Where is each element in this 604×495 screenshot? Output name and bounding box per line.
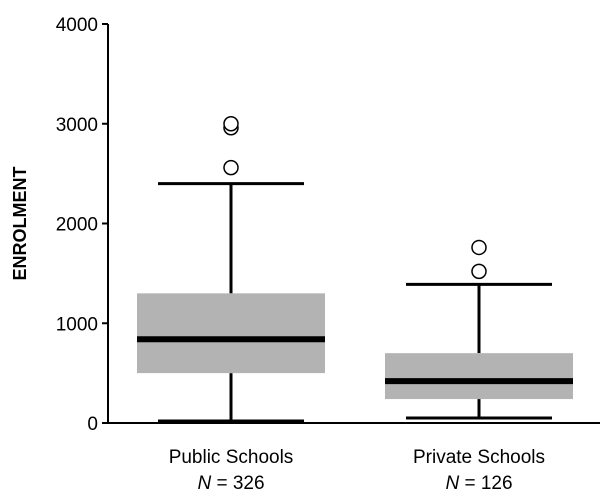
y-tick-label: 4000 — [56, 15, 98, 36]
outlier-point — [223, 159, 239, 176]
n-symbol: N — [197, 473, 211, 494]
category-label: Public Schools — [169, 447, 294, 468]
y-ticks: 0 1000 2000 3000 4000 — [56, 15, 108, 435]
category-label: Private Schools — [413, 447, 545, 468]
boxes: Public Schools N = 326 Private Schools N = … — [137, 116, 573, 494]
n-value: = 326 — [211, 473, 264, 494]
box-group: Public Schools N = 326 — [137, 116, 325, 494]
iqr-box — [385, 353, 573, 400]
outlier-point — [223, 116, 239, 132]
outlier-point — [471, 263, 487, 280]
n-label: N = 326 — [197, 473, 264, 494]
y-tick-label: 2000 — [56, 215, 98, 236]
n-value: = 126 — [459, 473, 512, 494]
n-label: N = 126 — [445, 473, 512, 494]
y-tick-label: 3000 — [56, 115, 98, 136]
outlier-point — [471, 239, 487, 256]
y-tick-label: 1000 — [56, 314, 98, 335]
box-group: Private Schools N = 126 — [385, 239, 573, 494]
y-tick-label: 0 — [87, 414, 98, 435]
iqr-box — [137, 293, 325, 374]
n-symbol: N — [445, 473, 459, 494]
y-axis-label: ENROLMENT — [10, 167, 30, 281]
